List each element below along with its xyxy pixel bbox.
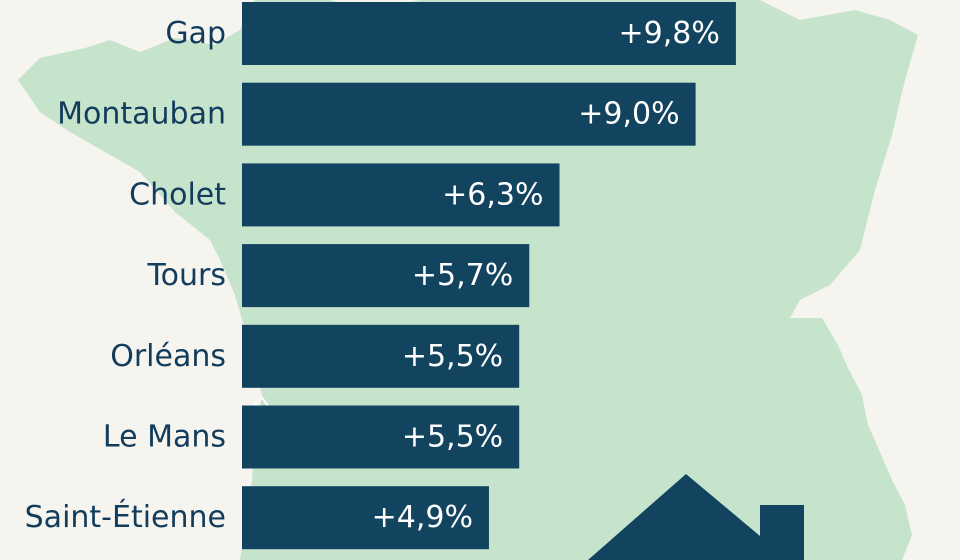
bar-3 [242,244,530,308]
category-label: Le Mans [103,420,226,455]
bar-4 [242,324,520,388]
category-label: Montauban [57,97,226,132]
value-label: +9,0% [578,97,679,132]
value-label: +5,5% [402,420,503,455]
category-label: Tours [146,258,226,293]
value-label: +9,8% [619,16,720,51]
category-label: Cholet [129,177,226,212]
value-label: +6,3% [442,177,543,212]
bar-5 [242,405,520,469]
bar-2 [242,163,560,227]
value-label: +4,9% [372,500,473,535]
category-label: Gap [165,16,226,51]
bar-1 [242,82,696,146]
category-label: Saint-Étienne [25,499,226,535]
bar-6 [242,486,489,550]
category-label: Orléans [110,339,226,374]
bar-0 [242,2,736,65]
value-label: +5,7% [412,258,513,293]
value-label: +5,5% [402,339,503,374]
